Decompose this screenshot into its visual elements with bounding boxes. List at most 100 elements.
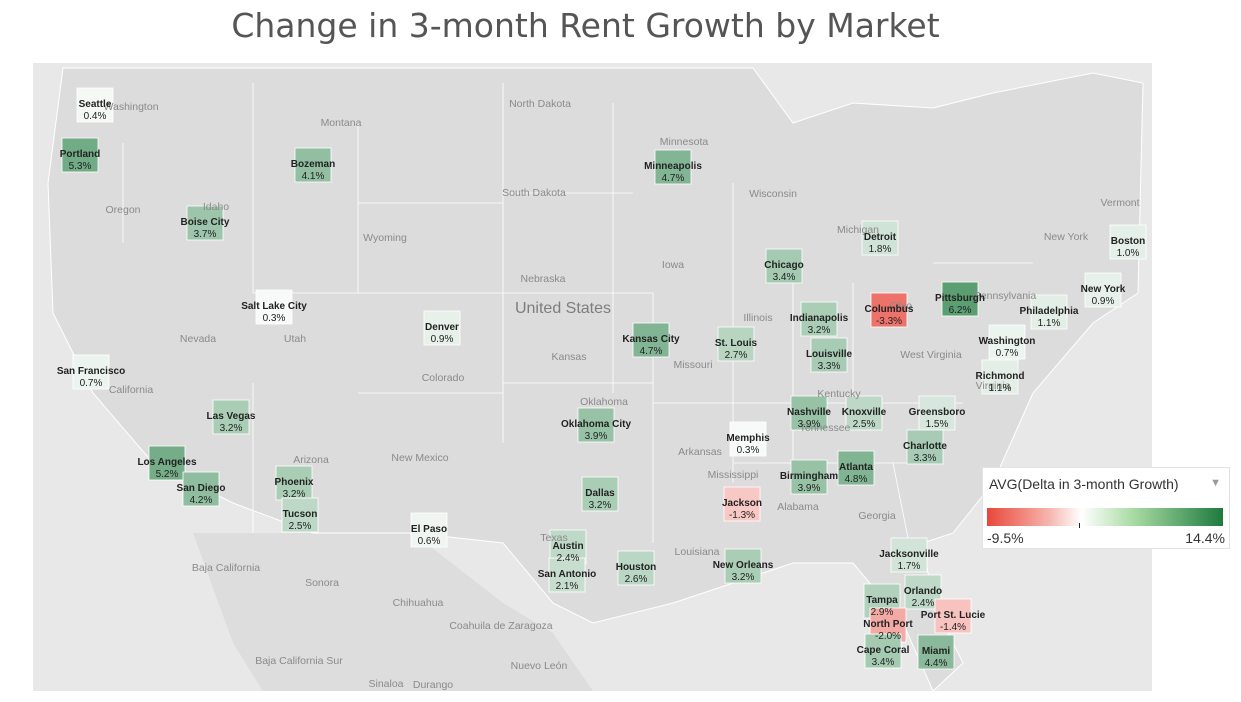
- region-indianapolis[interactable]: [800, 301, 838, 337]
- label-value-port-st-lucie: -1.4%: [940, 622, 966, 633]
- region-richmond[interactable]: [981, 359, 1019, 395]
- region-st-louis[interactable]: [717, 326, 755, 362]
- region-miami[interactable]: [917, 634, 955, 670]
- region-bozeman[interactable]: [294, 147, 332, 183]
- geo-label-vermont: Vermont: [1100, 197, 1139, 209]
- region-minneapolis[interactable]: [654, 149, 692, 185]
- region-birmingham[interactable]: [790, 459, 828, 495]
- label-name-salt-lake-city: Salt Lake City: [241, 301, 307, 312]
- label-name-austin: Austin: [552, 541, 583, 552]
- geo-label-arkansas: Arkansas: [678, 446, 722, 458]
- region-san-diego[interactable]: [182, 471, 220, 507]
- geo-label-ohio: Ohio: [890, 300, 912, 312]
- region-houston[interactable]: [617, 550, 655, 586]
- label-value-knoxville: 2.5%: [853, 419, 876, 430]
- market-regions: [61, 87, 1147, 670]
- region-el-paso[interactable]: [410, 512, 448, 548]
- region-new-york[interactable]: [1084, 272, 1122, 308]
- region-san-antonio[interactable]: [548, 557, 586, 593]
- region-chicago[interactable]: [765, 248, 803, 284]
- label-name-san-francisco: San Francisco: [57, 366, 125, 377]
- geo-label-oklahoma: Oklahoma: [580, 396, 628, 408]
- region-phoenix[interactable]: [275, 465, 313, 501]
- geo-label-south-dakota: South Dakota: [502, 187, 566, 199]
- region-nashville[interactable]: [790, 395, 828, 431]
- region-atlanta[interactable]: [837, 450, 875, 486]
- label-name-seattle: Seattle: [79, 99, 112, 110]
- region-salt-lake-city[interactable]: [255, 289, 293, 325]
- label-name-denver: Denver: [425, 322, 459, 333]
- geo-label-georgia: Georgia: [858, 510, 896, 522]
- label-value-las-vegas: 3.2%: [220, 423, 243, 434]
- region-tucson[interactable]: [281, 497, 319, 533]
- geo-label-pennsylvania: Pennsylvania: [974, 290, 1037, 302]
- label-value-philadelphia: 1.1%: [1038, 318, 1061, 329]
- label-name-new-orleans: New Orleans: [713, 560, 774, 571]
- region-san-francisco[interactable]: [72, 354, 110, 390]
- region-seattle[interactable]: [76, 87, 114, 123]
- geo-label-alabama: Alabama: [777, 501, 819, 513]
- region-jackson[interactable]: [723, 486, 761, 522]
- region-washington[interactable]: [988, 324, 1026, 360]
- region-port-st-lucie[interactable]: [934, 598, 972, 634]
- legend-gradient: [987, 508, 1223, 526]
- label-value-portland: 5.3%: [69, 161, 92, 172]
- label-name-philadelphia: Philadelphia: [1020, 306, 1079, 317]
- label-value-san-francisco: 0.7%: [80, 378, 103, 389]
- mexico-land: [193, 533, 593, 691]
- label-name-memphis: Memphis: [726, 433, 770, 444]
- geo-label-missouri: Missouri: [673, 359, 712, 371]
- label-value-kansas-city: 4.7%: [640, 346, 663, 357]
- geo-label-virginia: Virginia: [976, 380, 1011, 392]
- region-portland[interactable]: [61, 137, 99, 173]
- label-name-charlotte: Charlotte: [903, 441, 947, 452]
- region-new-orleans[interactable]: [724, 548, 762, 584]
- region-boise-city[interactable]: [186, 205, 224, 241]
- region-pittsburgh[interactable]: [941, 281, 979, 317]
- label-name-pittsburgh: Pittsburgh: [935, 293, 985, 304]
- region-dallas[interactable]: [581, 476, 619, 512]
- region-knoxville[interactable]: [845, 395, 883, 431]
- label-value-atlanta: 4.8%: [845, 474, 868, 485]
- legend-min: -9.5%: [987, 530, 1024, 546]
- region-philadelphia[interactable]: [1030, 294, 1068, 330]
- region-charlotte[interactable]: [906, 429, 944, 465]
- region-louisville[interactable]: [810, 337, 848, 373]
- geo-label-wyoming: Wyoming: [363, 232, 407, 244]
- label-name-richmond: Richmond: [976, 371, 1025, 382]
- rent-growth-map[interactable]: North Dakota Montana South Dakota Wyoming Ne…: [33, 63, 1152, 691]
- map-title: Change in 3-month Rent Growth by Market: [231, 6, 940, 45]
- region-columbus[interactable]: [870, 292, 908, 328]
- geo-label-california: California: [109, 384, 154, 396]
- geo-label-sinaloa: Sinaloa: [368, 678, 403, 690]
- geo-label-baja-california-sur: Baja California Sur: [255, 655, 343, 667]
- label-name-knoxville: Knoxville: [842, 407, 887, 418]
- label-value-bozeman: 4.1%: [302, 171, 325, 182]
- label-value-boston: 1.0%: [1117, 248, 1140, 259]
- label-name-chicago: Chicago: [764, 260, 803, 271]
- label-name-boise-city: Boise City: [181, 217, 230, 228]
- legend-menu-icon[interactable]: ▼: [1210, 477, 1221, 489]
- geo-label-coahuila-de-zaragoza: Coahuila de Zaragoza: [449, 620, 552, 632]
- label-name-louisville: Louisville: [806, 349, 853, 360]
- region-detroit[interactable]: [861, 220, 899, 256]
- region-cape-coral[interactable]: [864, 633, 902, 669]
- label-value-charlotte: 3.3%: [914, 453, 937, 464]
- geo-label-tennessee: Tennessee: [800, 422, 851, 434]
- region-oklahoma-city[interactable]: [577, 407, 615, 443]
- label-name-kansas-city: Kansas City: [622, 334, 680, 345]
- region-las-vegas[interactable]: [212, 399, 250, 435]
- label-name-dallas: Dallas: [585, 488, 615, 499]
- geo-label-west-virginia: West Virginia: [900, 349, 962, 361]
- geo-label-sonora: Sonora: [305, 577, 339, 589]
- region-memphis[interactable]: [729, 421, 767, 457]
- region-jacksonville[interactable]: [890, 537, 928, 573]
- region-kansas-city[interactable]: [632, 322, 670, 358]
- geo-label-mississippi: Mississippi: [708, 469, 759, 481]
- region-boston[interactable]: [1109, 224, 1147, 260]
- label-name-detroit: Detroit: [864, 232, 897, 243]
- color-legend[interactable]: AVG(Delta in 3-month Growth) ▼ -9.5% 14.…: [982, 467, 1230, 549]
- region-los-angeles[interactable]: [148, 445, 186, 481]
- region-denver[interactable]: [423, 310, 461, 346]
- geo-label-united-states: United States: [515, 300, 611, 317]
